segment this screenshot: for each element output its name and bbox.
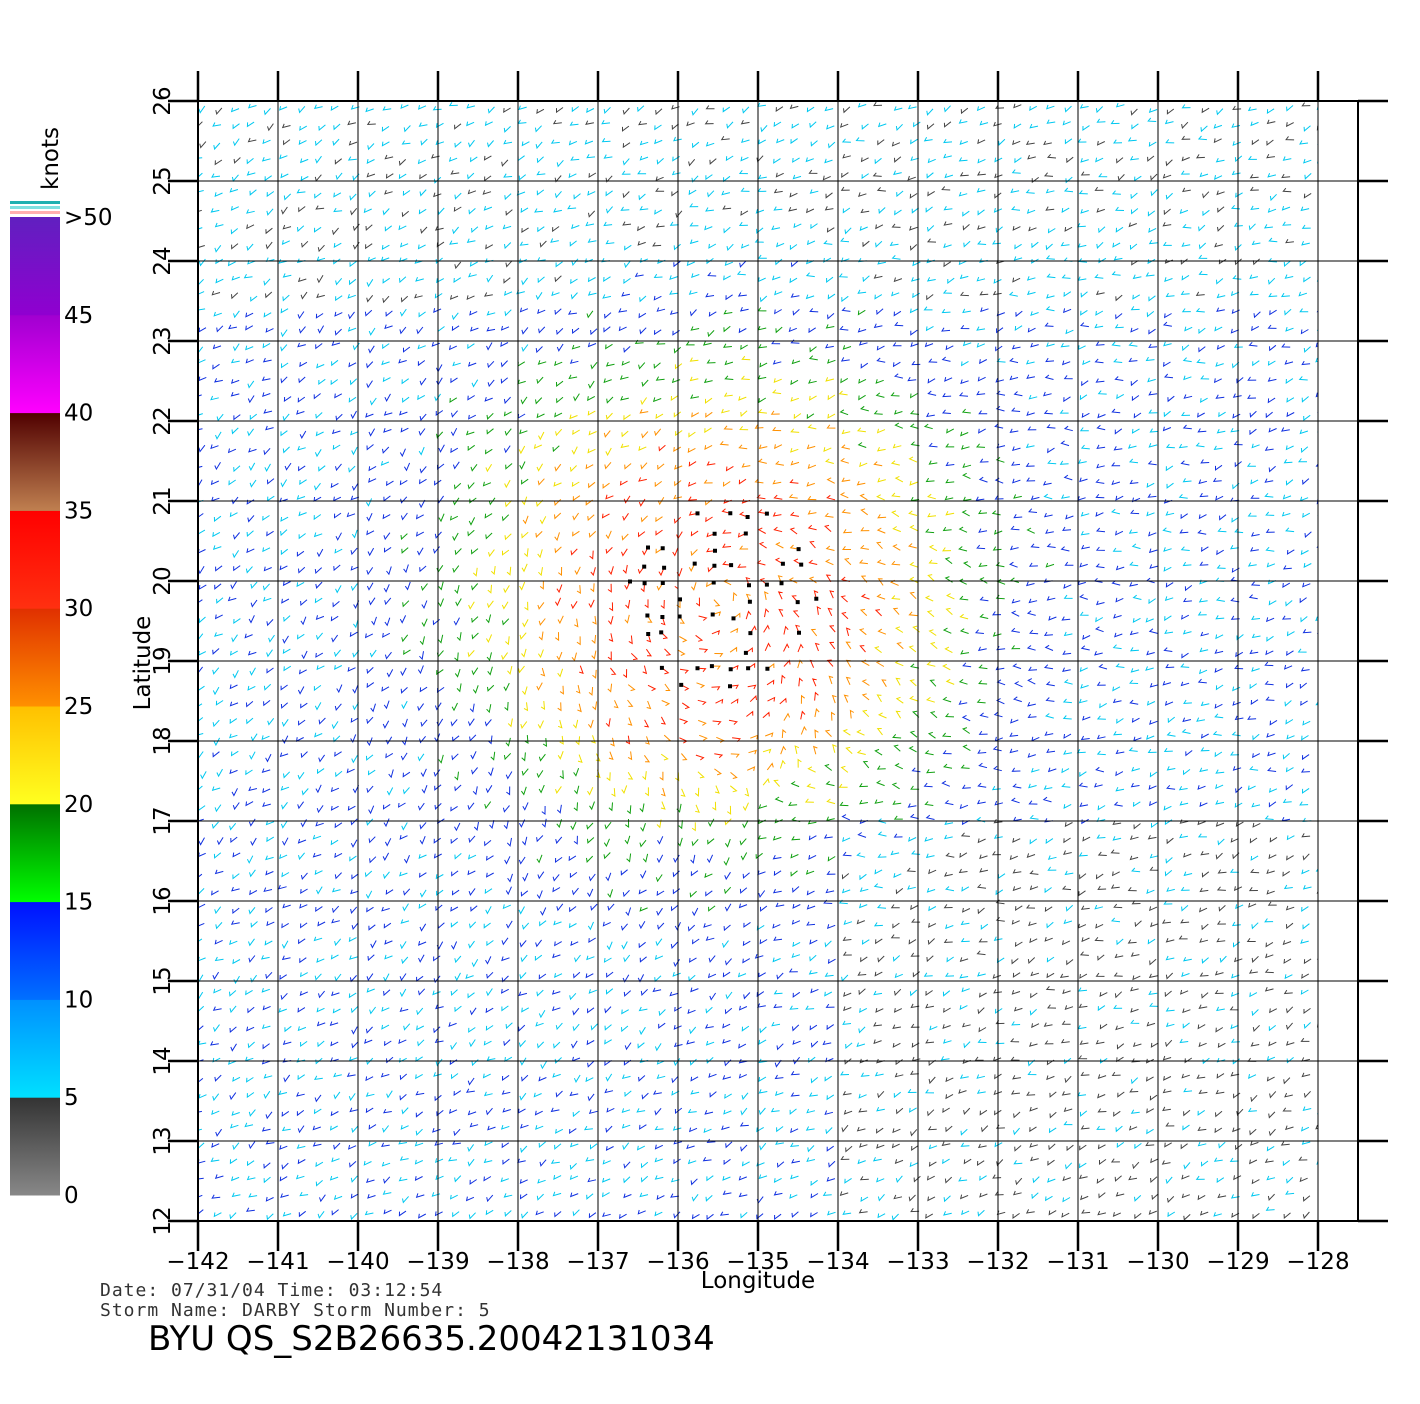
colorbar-overflow-stripe [10,201,60,204]
lat-tick-label: 18 [150,726,176,755]
lon-tick-label: −137 [566,1249,629,1275]
lat-tick-label: 14 [150,1046,176,1075]
lat-tick-label: 26 [150,86,176,115]
colorbar-tick-label: 45 [64,303,93,329]
wind-barb-group [198,260,1318,1221]
lat-tick-label: 12 [150,1206,176,1235]
lon-tick-label: −128 [1286,1249,1349,1275]
lon-tick-label: −134 [806,1249,869,1275]
lon-tick-label: −130 [1126,1249,1189,1275]
lon-tick-label: −142 [166,1249,229,1275]
lat-tick-label: 24 [150,246,176,275]
colorbar-overflow-stripe [10,206,60,209]
file-identifier: BYU QS_S2B26635.20042131034 [148,1319,715,1359]
lat-tick-label: 19 [150,646,176,675]
colorbar-tick-label: 40 [64,401,93,427]
colorbar-band [10,314,60,414]
lat-tick-label: 21 [150,486,176,515]
colorbar-band [10,999,60,1098]
lon-tick-label: −132 [966,1249,1029,1275]
lat-tick-label: 15 [150,966,176,995]
colorbar-units-label: knots [38,127,64,190]
colorbar-band [10,803,60,903]
lon-tick-label: −129 [1206,1249,1269,1275]
axis-ticks: −142 −141 −140 −139 −138 −137 −136 −135 −134 −133… [150,71,1388,1275]
wind-barb-group [467,355,969,832]
colorbar-tick-label: 20 [64,792,93,818]
wind-barb-group [554,444,882,761]
colorbar-tick-label: 35 [64,498,93,524]
colorbar-tick-label: 25 [64,694,93,720]
lon-tick-label: −140 [326,1249,389,1275]
wind-barb-group [198,101,1318,1221]
wind-barb-group [522,409,918,797]
lat-tick-label: 20 [150,566,176,595]
colorbar-band [10,706,60,805]
colorbar-tick-label: >50 [64,205,113,231]
colorbar-tick-label: 30 [64,596,93,622]
lon-tick-label: −135 [726,1249,789,1275]
lon-tick-label: −131 [1046,1249,1109,1275]
lat-tick-label: 23 [150,326,176,355]
wind-barb-group [400,307,1055,912]
lat-tick-label: 13 [150,1126,176,1155]
colorbar-tick-label: 10 [64,987,93,1013]
colorbar: >50 45 40 35 30 25 20 15 10 5 0 [10,201,113,1209]
lat-tick-label: 16 [150,886,176,915]
colorbar-tick-label: 5 [64,1085,79,1111]
colorbar-band [10,608,60,707]
wind-barb-group [198,102,1318,1221]
colorbar-overflow-stripe [10,211,60,214]
lon-tick-label: −136 [646,1249,709,1275]
lat-lon-grid [197,100,1359,1222]
colorbar-band [10,901,60,1000]
colorbar-band [10,510,60,609]
lat-tick-label: 17 [150,806,176,835]
x-axis-title: Longitude [701,1268,815,1294]
wind-barb-group [628,511,819,689]
colorbar-tick-label: 15 [64,890,93,916]
lon-tick-label: −133 [886,1249,949,1275]
colorbar-band [10,217,60,316]
lon-tick-label: −139 [406,1249,469,1275]
colorbar-tick-label: 0 [64,1183,79,1209]
lon-tick-label: −138 [486,1249,549,1275]
colorbar-band [10,1097,60,1196]
colorbar-band [10,412,60,511]
lat-tick-label: 25 [150,166,176,195]
wind-vector-field [198,101,1318,1221]
date-time-line: Date: 07/31/04 Time: 03:12:54 [100,1280,443,1301]
lat-tick-label: 22 [150,406,176,435]
y-axis-title: Latitude [130,616,156,711]
storm-info-line: Storm Name: DARBY Storm Number: 5 [100,1300,491,1321]
lon-tick-label: −141 [246,1249,309,1275]
